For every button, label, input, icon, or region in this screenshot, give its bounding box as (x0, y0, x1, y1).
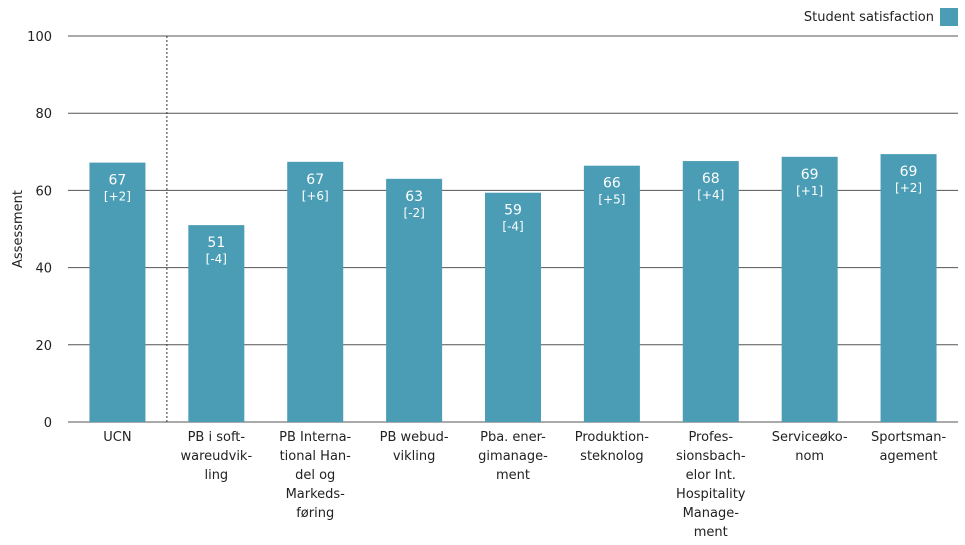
bar (287, 161, 344, 422)
bar-change-label: [+4] (697, 188, 724, 202)
bar-value-label: 67 (109, 173, 127, 189)
y-tick-label: 40 (35, 262, 52, 277)
y-tick-label: 60 (35, 184, 52, 199)
x-tick-label: UCN (103, 430, 131, 445)
legend: Student satisfaction (804, 8, 958, 26)
x-tick-label: Serviceøko-nom (772, 430, 848, 464)
y-axis-title: Assessment (11, 190, 26, 268)
bar-change-label: [-4] (206, 252, 227, 266)
bar-change-label: [+2] (895, 181, 922, 195)
y-tick-label: 80 (35, 107, 52, 122)
legend-label: Student satisfaction (804, 10, 934, 25)
x-tick-label: Sportsman-agement (871, 430, 947, 464)
bar-value-label: 66 (603, 176, 621, 192)
x-axis-category-labels: UCN PB i soft-wareudvik-ling PB Interna-ti… (103, 430, 946, 540)
y-tick-label: 0 (44, 416, 52, 431)
bar-change-label: [+2] (104, 190, 131, 204)
bar-value-label: 59 (504, 203, 522, 219)
bar (781, 156, 838, 422)
bar-value-label: 68 (702, 171, 720, 187)
bar-value-label: 69 (801, 167, 819, 183)
bars: 67[+2]51[-4]67[+6] 63[-2] 59[-4]66[+5]68[+… (89, 154, 937, 423)
bar (583, 165, 640, 423)
x-tick-label: PB webud-vikling (380, 430, 449, 464)
y-tick-label: 100 (27, 30, 52, 45)
x-tick-label: Pba. ener-gimanage-ment (478, 430, 548, 483)
legend-swatch (940, 8, 958, 26)
bar-change-label: [-2] (403, 206, 424, 220)
bar (386, 178, 443, 422)
x-tick-label: Produktion-steknolog (575, 430, 650, 464)
bar-change-label: [+5] (598, 193, 625, 207)
bar (880, 154, 937, 422)
bar (682, 161, 739, 422)
bar-change-label: [+1] (796, 184, 823, 198)
y-axis-ticks: 0 20 40 60 80 100 (27, 30, 52, 431)
bar-value-label: 69 (900, 164, 918, 180)
y-tick-label: 20 (35, 339, 52, 354)
bar-value-label: 63 (405, 189, 423, 205)
x-tick-label: PB i soft-wareudvik-ling (180, 430, 252, 483)
bar-change-label: [+6] (302, 189, 329, 203)
bar-value-label: 51 (207, 235, 225, 251)
bar (188, 225, 245, 422)
bar (89, 162, 146, 422)
bar (485, 192, 541, 422)
bar-value-label: 67 (306, 172, 324, 188)
x-tick-label: PB Interna-tional Han-del og Markeds-føri… (279, 430, 351, 521)
bar-change-label: [-4] (502, 220, 523, 234)
x-tick-label: Profes-sionsbach-elor Int. Hospitality Man… (676, 430, 746, 540)
